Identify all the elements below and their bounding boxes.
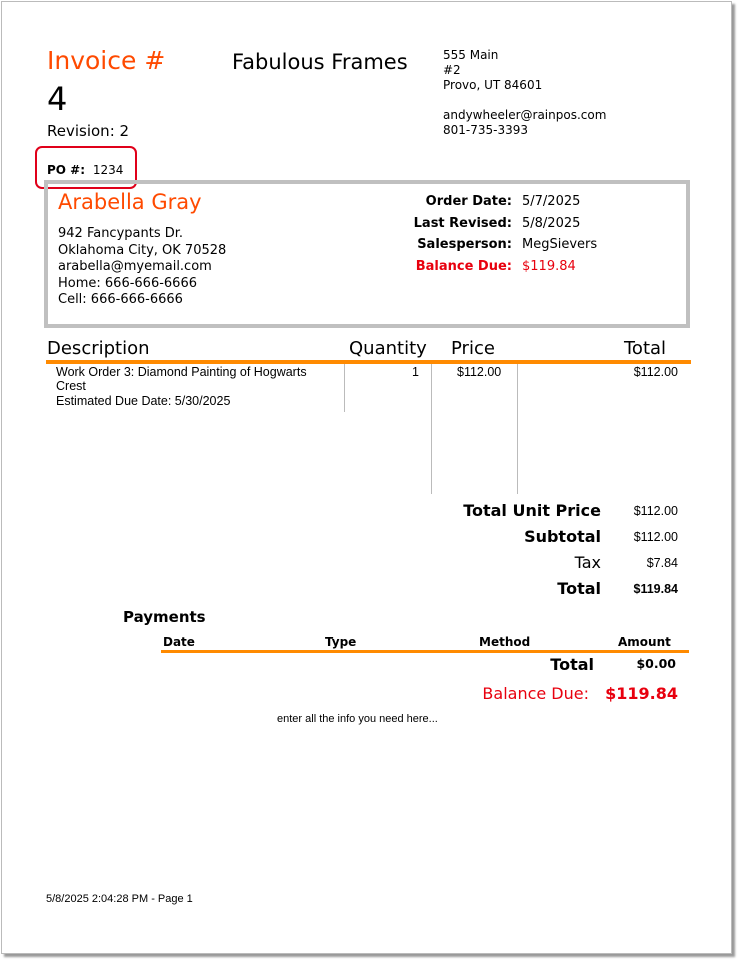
items-header-rule — [46, 360, 691, 364]
company-address: 555 Main #2 Provo, UT 84601 andywheeler@… — [443, 48, 606, 138]
column-divider — [431, 364, 432, 494]
order-date: 5/7/2025 — [522, 194, 581, 209]
total-unit-price: $112.00 — [633, 504, 678, 518]
order-date-label: Order Date: — [425, 194, 512, 209]
col-price: Price — [451, 338, 495, 359]
address-line: Provo, UT 84601 — [443, 78, 543, 92]
salesperson: MegSievers — [522, 237, 598, 252]
customer-line: arabella@myemail.com — [58, 259, 212, 274]
column-divider — [517, 364, 518, 494]
customer-name: Arabella Gray — [58, 190, 202, 214]
po-highlight-box — [35, 146, 137, 189]
payments-col-method: Method — [479, 635, 531, 649]
payments-title: Payments — [123, 608, 206, 626]
customer-details: 942 Fancypants Dr. Oklahoma City, OK 705… — [58, 226, 226, 309]
final-balance-due: $119.84 — [605, 684, 678, 703]
last-revised: 5/8/2025 — [522, 215, 581, 231]
balance-due-label: Balance Due: — [415, 258, 512, 274]
final-balance-due-label: Balance Due: — [482, 684, 589, 703]
tax-label: Tax — [574, 553, 601, 572]
column-divider — [344, 364, 345, 412]
address-line: #2 — [443, 63, 461, 77]
page-footer: 5/8/2025 2:04:28 PM - Page 1 — [46, 893, 193, 905]
balance-due: $119.84 — [522, 258, 576, 274]
item-quantity: 1 — [412, 365, 419, 379]
customer-line: Oklahoma City, OK 70528 — [58, 242, 227, 258]
subtotal-label: Subtotal — [524, 527, 601, 546]
total-label: Total — [557, 579, 601, 598]
po-label: PO #: — [47, 163, 86, 177]
tax: $7.84 — [646, 556, 678, 570]
payments-header-rule — [161, 650, 689, 653]
invoice-page: Invoice # 4 Revision: 2 PO #: 1234 Fabul… — [1, 1, 732, 954]
customer-line: Cell: 666-666-6666 — [58, 292, 183, 307]
address-line: 555 Main — [443, 48, 499, 62]
salesperson-label: Salesperson: — [417, 237, 512, 252]
total: $119.84 — [633, 582, 679, 596]
customer-line: 942 Fancypants Dr. — [58, 226, 184, 241]
col-description: Description — [47, 338, 150, 359]
customer-box — [44, 180, 690, 328]
total-unit-price-label: Total Unit Price — [463, 501, 601, 520]
item-description: Crest — [56, 379, 86, 393]
last-revised-label: Last Revised: — [413, 215, 512, 231]
customer-line: Home: 666-666-6666 — [58, 275, 197, 291]
company-name: Fabulous Frames — [232, 50, 408, 74]
payments-col-date: Date — [163, 635, 195, 649]
invoice-note: enter all the info you need here... — [277, 713, 438, 725]
invoice-label: Invoice # — [47, 46, 166, 75]
payments-col-type: Type — [325, 635, 357, 649]
col-total: Total — [624, 338, 667, 359]
table-row: Work Order 3: Diamond Painting of Hogwar… — [56, 365, 307, 408]
payments-total-label: Total — [550, 655, 594, 674]
item-total: $112.00 — [633, 365, 678, 379]
item-price: $112.00 — [457, 365, 502, 379]
payments-col-amount: Amount — [618, 635, 671, 649]
revision: Revision: 2 — [47, 122, 130, 140]
totals-values: $112.00 $112.00 $7.84 $119.84 — [602, 498, 679, 602]
invoice-number: 4 — [47, 80, 68, 118]
company-email: andywheeler@rainpos.com — [443, 108, 607, 122]
po-value: 1234 — [92, 163, 124, 177]
totals-labels: Total Unit Price Subtotal Tax Total — [402, 498, 601, 602]
col-quantity: Quantity — [349, 338, 427, 359]
payments-total: $0.00 — [636, 656, 676, 671]
company-phone: 801-735-3393 — [443, 123, 529, 137]
item-description: Work Order 3: Diamond Painting of Hogwar… — [56, 365, 307, 379]
subtotal: $112.00 — [633, 530, 678, 544]
item-due-date: Estimated Due Date: 5/30/2025 — [56, 394, 231, 408]
order-info: Order Date: 5/7/2025 Last Revised: 5/8/202… — [392, 191, 598, 277]
